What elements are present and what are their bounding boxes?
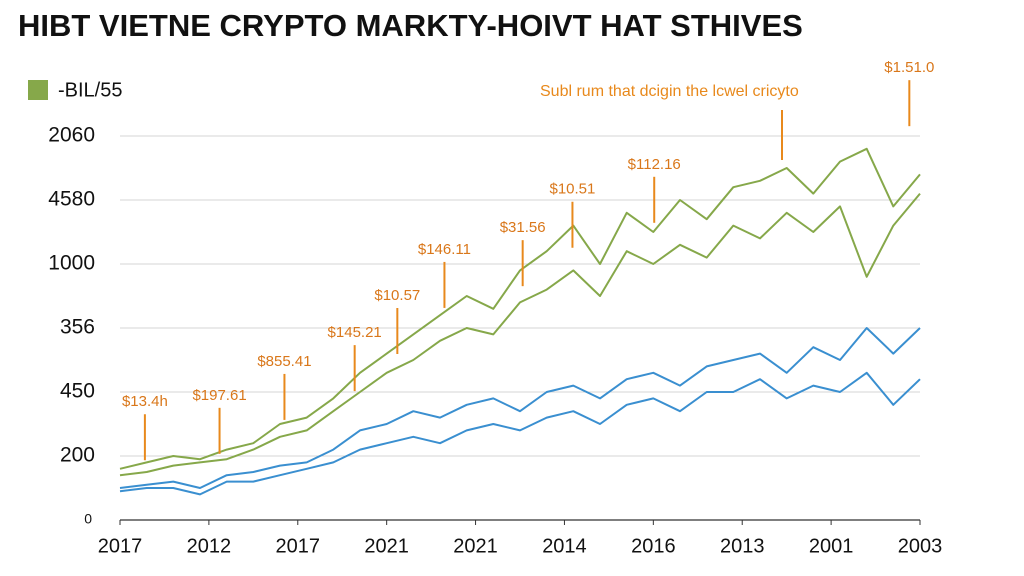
annotation-label: $145.21 xyxy=(328,324,382,341)
x-tick-label: 2021 xyxy=(364,535,409,557)
x-tick-label: 2012 xyxy=(187,535,232,557)
annotation-label: $197.61 xyxy=(192,387,246,404)
series-line xyxy=(119,147,921,470)
x-tick-label: 2021 xyxy=(453,535,498,557)
annotation-label: $10.57 xyxy=(374,287,420,304)
annotation-label: $855.41 xyxy=(257,353,311,370)
y-tick-label: 200 xyxy=(60,444,95,467)
annotation-note: Subl rum that dcigin the lcwel cricyto xyxy=(540,83,799,100)
y-tick-label: 356 xyxy=(60,316,95,339)
x-tick-label: 2016 xyxy=(631,535,676,557)
y-tick-label: 1000 xyxy=(48,252,95,275)
legend-label: -BIL/55 xyxy=(58,79,122,101)
chart-title: HIBT VIETNE CRYPTO MARKTY-HOIVT HAT STHI… xyxy=(18,8,803,43)
annotation-label: $10.51 xyxy=(549,181,595,198)
y-tick-label: 450 xyxy=(60,380,95,403)
x-tick-label: 2003 xyxy=(898,535,943,557)
series-line xyxy=(119,371,921,496)
annotation-label: $112.16 xyxy=(628,156,681,173)
x-tick-label: 2001 xyxy=(809,535,854,557)
series-line xyxy=(119,192,921,477)
series-line xyxy=(119,327,921,489)
annotation-label: $1.51.0 xyxy=(884,59,934,76)
x-tick-label: 2014 xyxy=(542,535,587,557)
y-tick-label: 4580 xyxy=(48,188,95,211)
y-tick-label: 0 xyxy=(84,511,92,527)
annotation-label: $31.56 xyxy=(500,219,546,236)
x-tick-label: 2017 xyxy=(98,535,143,557)
legend-swatch xyxy=(28,80,48,100)
y-tick-label: 2060 xyxy=(48,124,95,147)
x-tick-label: 2017 xyxy=(276,535,321,557)
x-tick-label: 2013 xyxy=(720,535,765,557)
annotation-label: $146.11 xyxy=(418,241,471,258)
annotation-label: $13.4h xyxy=(122,393,168,410)
